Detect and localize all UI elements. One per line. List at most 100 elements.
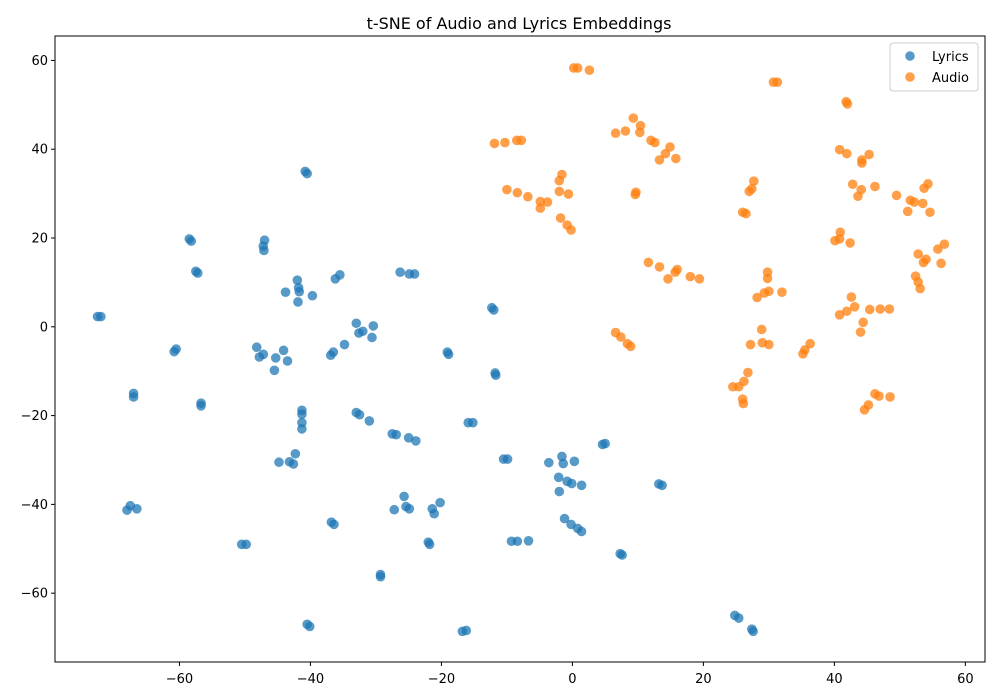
lyrics-point [122,505,132,515]
lyrics-point [502,454,513,464]
audio-point [842,306,852,317]
y-tick-label: 40 [31,143,48,158]
lyrics-point [132,504,142,514]
legend-marker-lyrics [905,51,915,61]
audio-point [672,264,682,275]
audio-point [921,254,931,265]
audio-point [643,257,654,268]
lyrics-point [409,269,420,279]
lyrics-point [274,457,284,468]
lyrics-point [258,349,269,360]
lyrics-point [290,448,301,459]
lyrics-point [554,486,565,497]
lyrics-point [733,613,744,623]
audio-point [635,127,645,138]
legend-marker-audio [905,72,915,82]
lyrics-point [512,536,523,547]
audio-point [835,227,846,238]
lyrics-point [391,429,402,440]
series-audio [489,63,950,415]
audio-point [846,292,857,302]
audio-point [884,304,895,314]
lyrics-point [569,456,580,467]
lyrics-point [389,504,400,515]
lyrics-point [259,245,269,256]
lyrics-point [395,267,405,277]
lyrics-point [617,550,627,560]
lyrics-point [335,270,345,280]
lyrics-point [339,339,350,350]
lyrics-point [292,275,303,285]
audio-point [535,203,546,214]
audio-point [685,271,696,282]
lyrics-point [278,345,289,356]
lyrics-point [358,326,368,337]
audio-point [733,381,744,392]
lyrics-point [435,497,445,508]
chart-title: t-SNE of Audio and Lyrics Embeddings [367,14,672,33]
audio-point [909,197,920,207]
audio-point [902,206,913,217]
audio-point [891,190,902,201]
lyrics-point [288,459,299,469]
audio-point [798,349,808,359]
lyrics-point [329,519,339,530]
lyrics-point [748,626,758,637]
audio-point [516,135,527,146]
audio-point [857,158,867,168]
audio-point [523,191,533,202]
audio-point [874,391,884,401]
audio-point [936,258,946,269]
lyrics-point [269,365,280,376]
x-tick-label: 0 [568,672,576,687]
audio-point [842,99,853,109]
lyrics-point [128,392,139,402]
audio-point [542,197,553,207]
y-tick-label: 20 [31,232,48,247]
audio-point [834,144,845,155]
lyrics-point [461,625,472,636]
audio-point [849,302,860,312]
lyrics-point [399,491,409,502]
audio-point [762,267,773,277]
lyrics-point [424,539,435,550]
lyrics-point [411,436,421,446]
lyrics-point [368,321,379,331]
audio-point [631,187,641,198]
audio-point [563,189,574,199]
lyrics-point [192,268,203,278]
lyrics-point [553,472,564,483]
audio-point [625,341,636,352]
audio-point [738,398,749,409]
legend-label-lyrics: Lyrics [932,50,969,65]
audio-point [933,244,943,254]
lyrics-point [657,480,667,491]
audio-point [694,274,705,284]
lyrics-point [403,432,414,443]
audio-point [834,310,845,320]
lyrics-point [251,342,262,353]
audio-point [913,249,923,259]
audio-point [502,184,512,195]
audio-point [859,405,870,415]
audio-point [864,149,874,160]
audio-point [554,186,565,197]
lyrics-point [490,370,501,380]
audio-point [741,208,751,219]
audio-point [855,327,866,337]
x-tick-label: 20 [695,672,712,687]
lyrics-point [429,508,440,519]
x-tick-label: −60 [166,672,193,687]
lyrics-point [404,504,415,514]
audio-point [628,113,639,123]
audio-point [650,137,660,148]
audio-point [660,148,671,159]
x-tick-label: 60 [957,672,974,687]
lyrics-point [354,409,365,420]
audio-point [566,225,576,235]
lyrics-point [558,458,569,469]
points-layer [92,63,950,637]
audio-point [584,65,595,75]
y-tick-label: −40 [21,498,48,513]
y-tick-label: 60 [31,54,48,69]
